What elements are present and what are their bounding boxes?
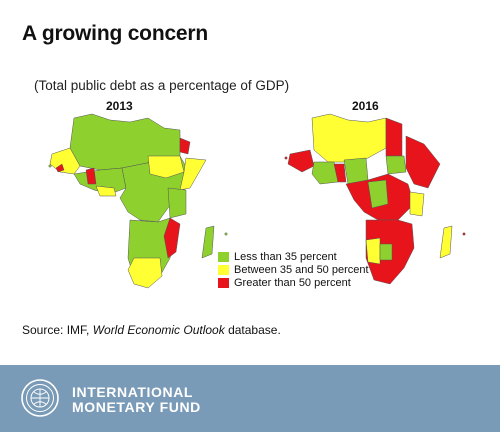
source-note: Source: IMF, World Economic Outlook data…: [22, 323, 281, 337]
map-region: [365, 237, 381, 265]
legend-item-high: Greater than 50 percent: [218, 276, 369, 289]
map-region: [287, 149, 315, 173]
legend-item-mid: Between 35 and 50 percent: [218, 263, 369, 276]
source-suffix: database.: [224, 323, 281, 337]
map-region: [95, 185, 117, 197]
map-region: [163, 217, 181, 259]
legend: Less than 35 percent Between 35 and 50 p…: [218, 250, 369, 289]
map-region: [179, 137, 191, 155]
imf-seal-icon: [21, 379, 59, 417]
map-region: [167, 187, 187, 219]
map-region: [385, 155, 407, 175]
map-region: [284, 156, 288, 160]
map-region: [311, 113, 387, 163]
map-region: [439, 225, 453, 259]
org-name: INTERNATIONAL MONETARY FUND: [72, 385, 201, 415]
africa-map-2016: [284, 113, 466, 285]
chart-subtitle: (Total public debt as a percentage of GD…: [34, 78, 290, 93]
africa-map-2013: [48, 113, 228, 289]
map-region: [85, 167, 97, 185]
map-region: [224, 232, 228, 236]
legend-swatch-mid: [218, 264, 229, 275]
legend-swatch-low: [218, 251, 229, 262]
map-region: [367, 179, 389, 209]
map-region: [462, 232, 466, 236]
chart-title: A growing concern: [22, 22, 208, 45]
map-region: [409, 191, 425, 217]
source-prefix: Source: IMF,: [22, 323, 93, 337]
map-region: [405, 135, 441, 189]
map-region: [379, 243, 393, 261]
map-region: [201, 225, 215, 259]
legend-item-low: Less than 35 percent: [218, 250, 369, 263]
map-region: [147, 155, 185, 179]
legend-label-high: Greater than 50 percent: [234, 276, 351, 289]
map-region: [311, 161, 339, 185]
map-region: [333, 163, 347, 183]
map-region: [385, 117, 403, 157]
org-name-line2: MONETARY FUND: [72, 399, 201, 415]
org-name-line1: INTERNATIONAL: [72, 384, 194, 400]
footer-bar: INTERNATIONAL MONETARY FUND: [0, 365, 500, 432]
map-region: [55, 163, 65, 173]
map-region: [48, 164, 52, 168]
map-year-2016: 2016: [352, 99, 379, 113]
legend-swatch-high: [218, 277, 229, 288]
legend-label-mid: Between 35 and 50 percent: [234, 263, 369, 276]
source-italic: World Economic Outlook: [92, 323, 225, 337]
map-region: [127, 257, 163, 289]
legend-label-low: Less than 35 percent: [234, 250, 337, 263]
map-region: [343, 157, 369, 185]
map-year-2013: 2013: [106, 99, 133, 113]
map-region: [179, 157, 207, 191]
